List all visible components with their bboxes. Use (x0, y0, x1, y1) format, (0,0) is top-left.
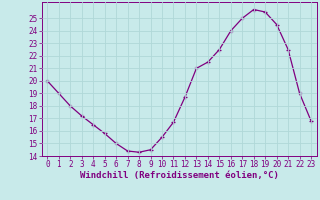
X-axis label: Windchill (Refroidissement éolien,°C): Windchill (Refroidissement éolien,°C) (80, 171, 279, 180)
